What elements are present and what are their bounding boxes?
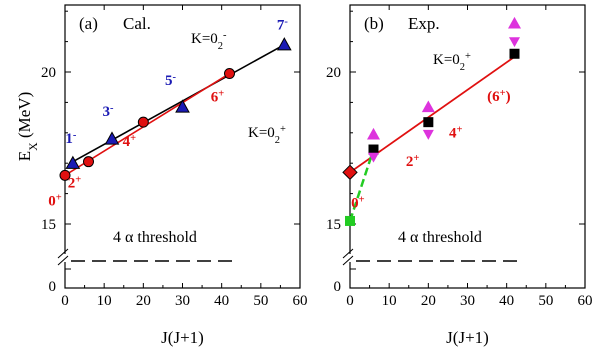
panel-title: Exp. <box>408 14 440 33</box>
y-tick-label: 20 <box>41 65 56 81</box>
triangle-down-point <box>368 152 379 163</box>
panel-label: (b) <box>364 14 384 33</box>
x-tick-label: 60 <box>578 293 593 309</box>
square-point <box>509 48 520 59</box>
triangle-up-point <box>421 100 435 113</box>
axis-break-mark <box>57 255 69 266</box>
triangle-up-point <box>508 16 521 29</box>
band-label-positive: K=02+ <box>248 124 286 146</box>
x-tick-label: 0 <box>61 293 69 309</box>
circle-point <box>59 169 71 181</box>
level-label: 2+ <box>406 153 420 171</box>
circle-point <box>137 116 149 128</box>
triangle-point <box>276 37 292 51</box>
circle-point <box>83 156 94 168</box>
x-axis-label: J(J+1) <box>161 328 204 347</box>
square-point <box>423 117 434 128</box>
x-tick-label: 60 <box>293 293 308 309</box>
x-tick-label: 10 <box>97 293 112 309</box>
triangle-point <box>175 99 190 113</box>
axis-break-gap <box>59 254 71 262</box>
triangle-point <box>65 155 81 169</box>
x-tick-label: 0 <box>346 293 354 309</box>
x-tick-label: 40 <box>214 293 229 309</box>
square-point <box>368 144 379 155</box>
panel-label: (a) <box>79 14 98 33</box>
y-tick-label: 15 <box>41 217 56 233</box>
y-tick-label: 20 <box>326 65 341 81</box>
panel-title: Cal. <box>123 14 151 33</box>
axis-break-mark <box>57 248 69 259</box>
level-label: 4+ <box>123 133 137 151</box>
y-zero-tick-label: 0 <box>334 279 342 295</box>
diamond-point <box>342 164 358 181</box>
x-tick-label: 50 <box>253 293 268 309</box>
level-label: 0+ <box>351 194 365 212</box>
level-label: 0+ <box>48 192 62 210</box>
level-label: 1- <box>65 130 77 148</box>
threshold-label: 4 α threshold <box>398 229 482 246</box>
level-label: 2+ <box>68 174 82 192</box>
x-tick-label: 50 <box>538 293 553 309</box>
level-label: 3- <box>103 102 115 120</box>
circle-point <box>224 68 235 80</box>
x-tick-label: 10 <box>382 293 397 309</box>
axis-break-mark <box>342 255 354 266</box>
triangle-down-point <box>422 129 434 140</box>
y-tick-label: 15 <box>326 217 341 233</box>
level-label: 5- <box>165 71 177 89</box>
x-tick-label: 20 <box>421 293 436 309</box>
axis-break-mark <box>342 248 354 259</box>
x-tick-label: 40 <box>499 293 514 309</box>
level-label: 4+ <box>449 124 463 142</box>
x-tick-label: 30 <box>175 293 190 309</box>
square-point <box>345 215 355 226</box>
panel-b-experimental: 0 10 20 30 40 50 60 15 20 0 J(J+1) (b) Exp. 4 α thres… <box>326 4 593 347</box>
threshold-label: 4 α threshold <box>113 229 197 246</box>
band-label-positive: K=02+ <box>433 51 471 73</box>
triangle-up-point <box>367 127 380 140</box>
level-label: 6+ <box>211 88 225 106</box>
band-label-negative: K=02- <box>191 30 227 52</box>
dashed-line <box>348 149 375 222</box>
level-label: (6+) <box>487 87 510 105</box>
level-label: 7- <box>277 16 289 34</box>
x-axis-label: J(J+1) <box>446 328 489 347</box>
x-tick-label: 30 <box>460 293 475 309</box>
y-axis-label: EX (MeV) <box>15 92 40 162</box>
axis-break-gap <box>344 254 356 262</box>
panel-a-calculated: 0 10 20 30 40 50 60 15 20 0 J(J+1) EX (MeV) (a) Cal. 4… <box>15 4 308 347</box>
y-zero-tick-label: 0 <box>49 279 57 295</box>
x-tick-label: 20 <box>136 293 151 309</box>
triangle-down-point <box>509 37 520 48</box>
triangle-point <box>104 131 120 145</box>
